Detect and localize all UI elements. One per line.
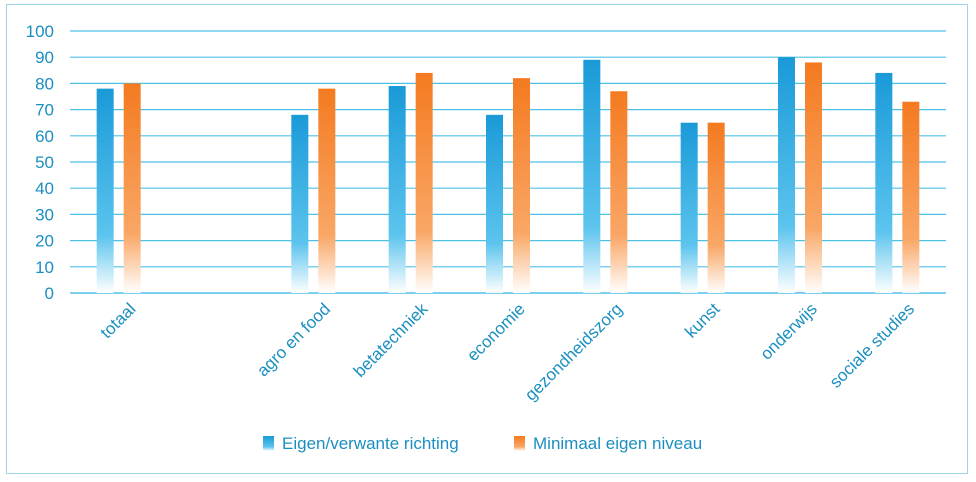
x-tick-label: betatechniek: [350, 299, 432, 381]
bar-minimaal-eigen-niveau: [902, 101, 920, 294]
bar-eigen-verwante-richting: [583, 59, 601, 293]
legend-label: Eigen/verwante richting: [282, 434, 459, 453]
legend-swatch: [263, 436, 274, 451]
y-tick-label: 20: [35, 232, 54, 251]
y-tick-label: 80: [35, 74, 54, 93]
bar-eigen-verwante-richting: [486, 114, 503, 293]
y-tick-label: 40: [35, 179, 54, 198]
bar-eigen-verwante-richting: [875, 72, 893, 293]
x-tick-label: totaal: [97, 299, 140, 342]
x-tick-label: agro en food: [253, 299, 334, 380]
bar-minimaal-eigen-niveau: [123, 83, 141, 294]
x-tick-label: sociale studies: [826, 299, 918, 391]
y-tick-label: 60: [35, 127, 54, 146]
x-tick-label: gezondheidszorg: [521, 299, 626, 404]
bar-minimaal-eigen-niveau: [805, 62, 822, 293]
y-tick-label: 90: [35, 48, 54, 67]
bar-eigen-verwante-richting: [388, 86, 406, 294]
y-tick-label: 0: [45, 284, 54, 303]
legend-label: Minimaal eigen niveau: [533, 434, 702, 453]
bar-minimaal-eigen-niveau: [318, 88, 336, 293]
bar-minimaal-eigen-niveau: [707, 122, 725, 293]
bar-minimaal-eigen-niveau: [610, 91, 628, 293]
bar-eigen-verwante-richting: [778, 57, 795, 294]
bar-eigen-verwante-richting: [96, 88, 114, 293]
legend: Eigen/verwante richting Minimaal eigen ni…: [263, 434, 702, 453]
bar-minimaal-eigen-niveau: [415, 72, 433, 293]
gridlines: [70, 30, 946, 294]
x-axis-ticks: totaal agro en food betatechniek economiege…: [97, 299, 919, 404]
legend-swatch: [514, 436, 525, 451]
bars: [96, 57, 920, 294]
y-axis-ticks: 0 10 20 30 40 50 60 70 80 90 100: [26, 22, 54, 303]
y-tick-label: 50: [35, 153, 54, 172]
x-tick-label: kunst: [681, 299, 723, 341]
bar-eigen-verwante-richting: [680, 122, 698, 293]
y-tick-label: 10: [35, 258, 54, 277]
y-tick-label: 100: [26, 22, 54, 41]
y-tick-label: 70: [35, 101, 54, 120]
bar-eigen-verwante-richting: [291, 114, 309, 293]
x-tick-label: onderwijs: [757, 299, 821, 363]
x-tick-label: economie: [463, 299, 529, 365]
bar-minimaal-eigen-niveau: [513, 78, 530, 293]
y-tick-label: 30: [35, 205, 54, 224]
